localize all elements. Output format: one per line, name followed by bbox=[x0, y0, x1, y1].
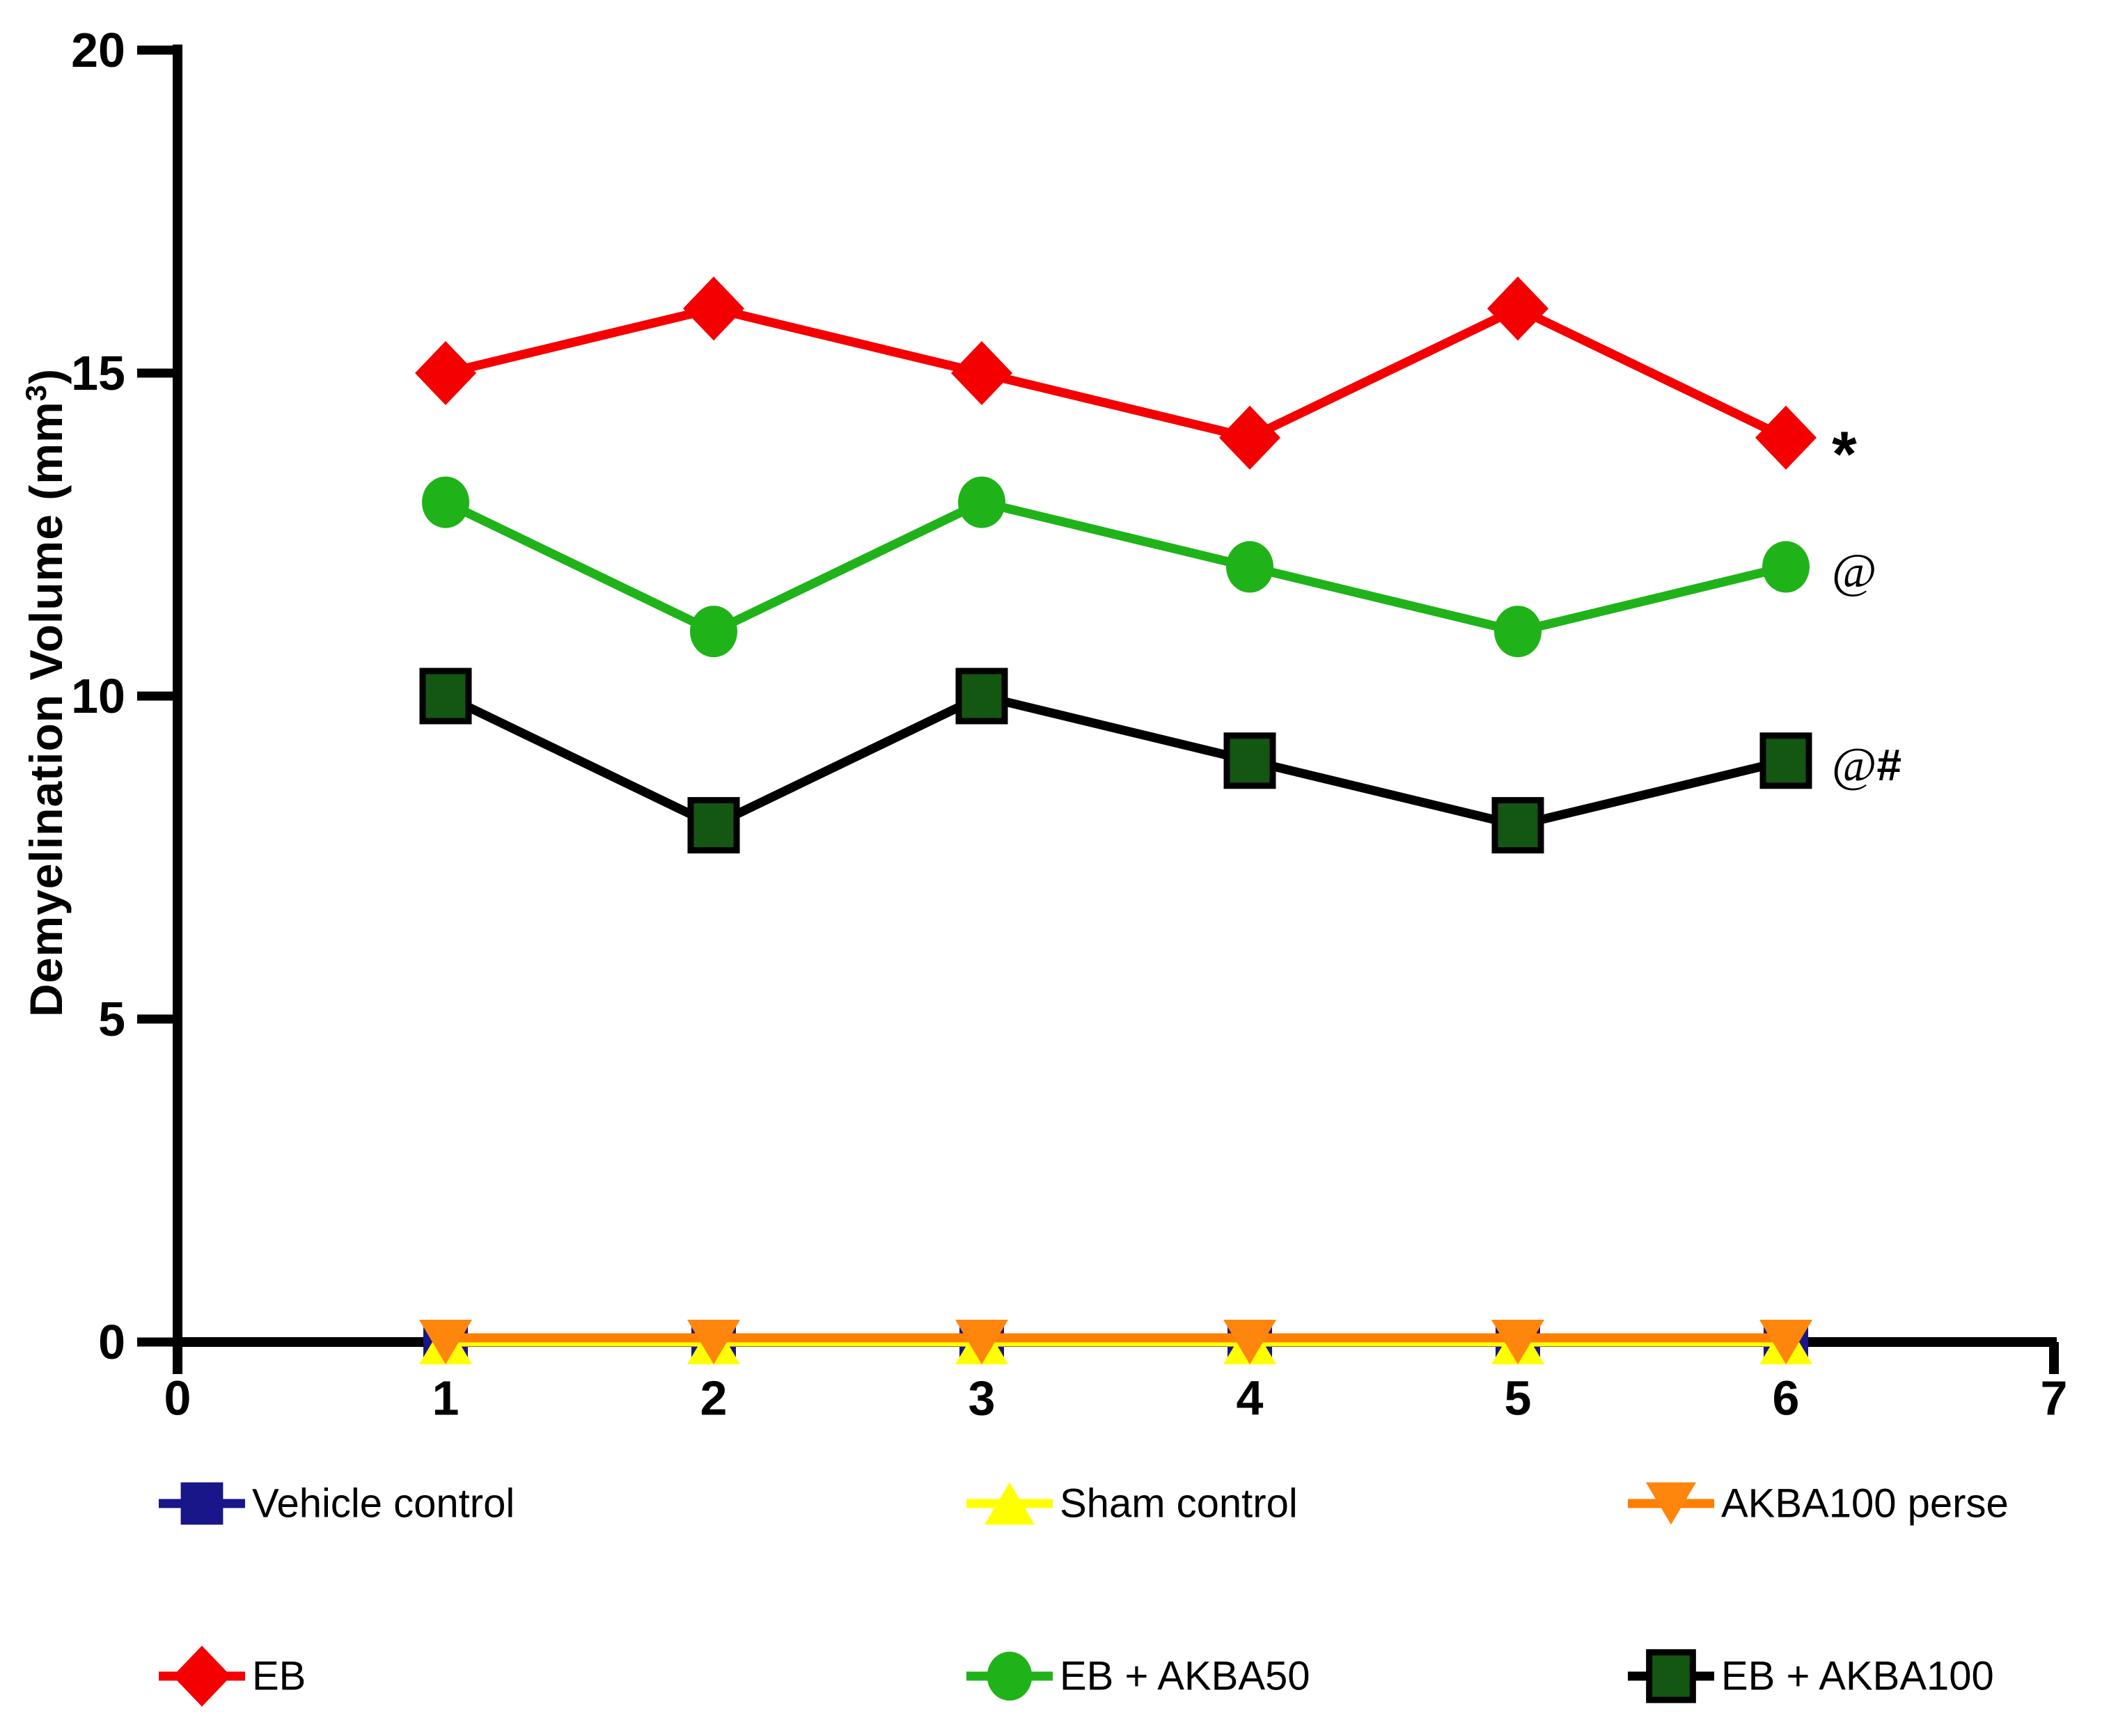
legend-label-sham-control: Sham control bbox=[1060, 1481, 1298, 1526]
y-tick-label-0: 0 bbox=[98, 1315, 125, 1369]
annotation-eb: * bbox=[1832, 419, 1857, 490]
marker-eb-akba100-6 bbox=[1759, 732, 1812, 789]
y-axis-title-text: Demyelination Volume (mm bbox=[20, 401, 72, 1017]
marker-akba100-perse-2 bbox=[687, 1320, 740, 1364]
marker-eb-akba100-2 bbox=[687, 797, 740, 854]
marker-eb-akba50-4 bbox=[1226, 541, 1273, 593]
x-tick-label-7: 7 bbox=[2041, 1371, 2068, 1425]
marker-akba100-perse-3 bbox=[955, 1320, 1008, 1364]
legend-label-eb-akba50: EB + AKBA50 bbox=[1060, 1654, 1310, 1699]
series-line-eb-akba50 bbox=[444, 497, 1787, 637]
legend-label-vehicle-control: Vehicle control bbox=[252, 1481, 515, 1526]
legend-marker-eb-akba100 bbox=[1646, 1649, 1696, 1703]
y-tick-label-5: 5 bbox=[98, 992, 125, 1046]
legend-item-eb-akba50: EB + AKBA50 bbox=[966, 1651, 1310, 1701]
series-eb-akba50: @ bbox=[422, 476, 1876, 658]
y-axis-title: Demyelination Volume (mm3) bbox=[19, 368, 72, 1017]
y-tick-label-20: 20 bbox=[71, 23, 125, 77]
legend-item-sham-control: Sham control bbox=[966, 1481, 1298, 1526]
series-akba100-perse bbox=[419, 1320, 1812, 1364]
legend-item-eb-akba100: EB + AKBA100 bbox=[1628, 1649, 1994, 1703]
marker-eb-akba50-1 bbox=[422, 476, 469, 528]
marker-eb-akba50-5 bbox=[1494, 606, 1542, 658]
y-tick-label-10: 10 bbox=[71, 669, 125, 723]
y-tick-label-15: 15 bbox=[71, 346, 125, 400]
x-tick-label-5: 5 bbox=[1505, 1371, 1532, 1425]
marker-eb-4 bbox=[1219, 405, 1280, 470]
marker-eb-akba100-5 bbox=[1491, 797, 1544, 854]
marker-eb-akba100-3 bbox=[955, 668, 1008, 725]
x-tick-label-4: 4 bbox=[1237, 1371, 1264, 1425]
y-axis-title-superscript: 3 bbox=[19, 384, 52, 402]
marker-eb-3 bbox=[951, 341, 1012, 405]
legend-label-eb-akba100: EB + AKBA100 bbox=[1721, 1654, 1994, 1699]
legend-item-vehicle-control: Vehicle control bbox=[159, 1481, 515, 1526]
series-eb: * bbox=[415, 276, 1857, 490]
legend-label-akba100-perse: AKBA100 perse bbox=[1721, 1481, 2009, 1526]
marker-eb-2 bbox=[683, 276, 744, 341]
y-axis-title-suffix: ) bbox=[20, 368, 72, 384]
marker-eb-akba100-4 bbox=[1223, 732, 1276, 789]
series-line-eb bbox=[444, 303, 1788, 443]
marker-akba100-perse-5 bbox=[1491, 1320, 1544, 1364]
marker-akba100-perse-6 bbox=[1759, 1320, 1812, 1364]
marker-eb-6 bbox=[1755, 405, 1817, 470]
marker-eb-5 bbox=[1487, 276, 1548, 341]
marker-eb-akba50-3 bbox=[958, 476, 1005, 528]
x-tick-label-1: 1 bbox=[432, 1371, 460, 1425]
annotation-eb-akba100: @# bbox=[1832, 738, 1901, 791]
legend-label-eb: EB bbox=[252, 1654, 306, 1699]
x-tick-label-3: 3 bbox=[968, 1371, 996, 1425]
marker-akba100-perse-4 bbox=[1223, 1320, 1276, 1364]
marker-eb-akba50-6 bbox=[1762, 541, 1810, 593]
legend: Vehicle control Sham control AKBA100 perse… bbox=[159, 1481, 2009, 1707]
legend-marker-eb-akba50 bbox=[987, 1651, 1033, 1701]
legend-marker-akba100-perse bbox=[1645, 1482, 1697, 1525]
legend-marker-eb bbox=[173, 1646, 231, 1707]
x-tick-label-6: 6 bbox=[1773, 1371, 1800, 1425]
marker-akba100-perse-1 bbox=[419, 1320, 472, 1364]
marker-eb-akba100-1 bbox=[419, 668, 472, 725]
marker-eb-akba50-2 bbox=[690, 606, 737, 658]
marker-eb-1 bbox=[415, 341, 476, 405]
x-tick-label-2: 2 bbox=[700, 1371, 728, 1425]
series-eb-akba100: @# bbox=[419, 668, 1901, 854]
annotation-eb-akba50: @ bbox=[1832, 544, 1876, 598]
legend-marker-sham-control bbox=[984, 1482, 1035, 1525]
x-tick-label-0: 0 bbox=[164, 1371, 191, 1425]
legend-item-eb: EB bbox=[159, 1646, 306, 1707]
legend-item-akba100-perse: AKBA100 perse bbox=[1628, 1481, 2009, 1526]
series-line-eb-akba100 bbox=[444, 691, 1787, 830]
legend-marker-vehicle-control bbox=[180, 1482, 223, 1525]
